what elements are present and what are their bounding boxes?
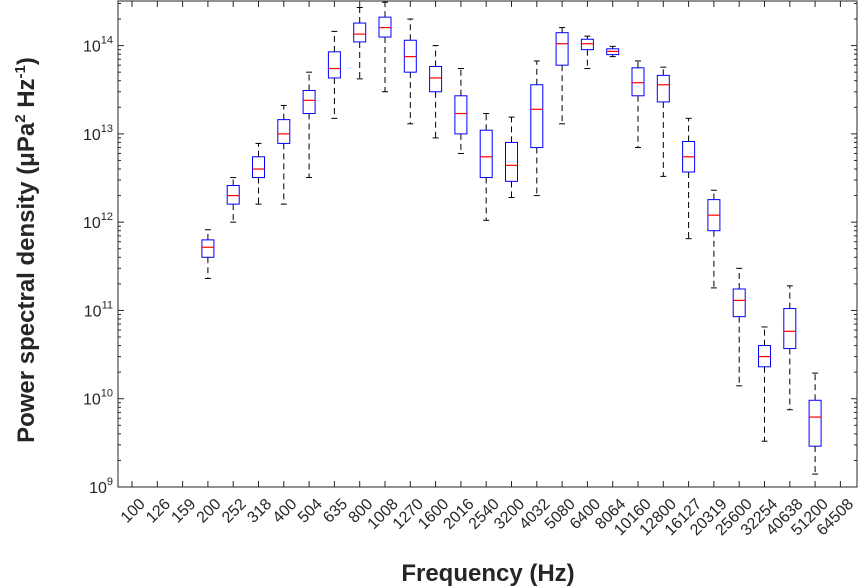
- y-tick-label-exponent: 13: [101, 123, 113, 135]
- box: [555, 32, 569, 66]
- box: [201, 239, 215, 258]
- box: [454, 95, 468, 135]
- x-tick-label: 400: [270, 496, 301, 527]
- y-tick-label-exponent: 12: [101, 211, 113, 223]
- y-tick-label-base: 10: [83, 392, 101, 409]
- y-tick-label-exponent: 9: [107, 476, 113, 488]
- y-tick-label-base: 10: [89, 480, 107, 497]
- y-axis-title-sup1: 2: [12, 114, 29, 122]
- y-tick-label: 1011: [84, 299, 113, 320]
- y-tick-label-base: 10: [83, 39, 101, 56]
- x-tick-label: 100: [118, 496, 149, 527]
- y-tick-label: 1013: [83, 123, 113, 144]
- y-tick-label: 109: [89, 476, 113, 497]
- box: [580, 38, 594, 51]
- y-axis-title: Power spectral density (μPa2 Hz-1): [12, 57, 40, 443]
- y-tick-label-exponent: 11: [102, 299, 113, 311]
- box: [505, 141, 518, 182]
- box: [530, 84, 544, 149]
- box: [479, 129, 493, 179]
- box: [226, 185, 240, 205]
- y-axis-title-end: ): [13, 57, 40, 65]
- box: [429, 65, 443, 93]
- box: [353, 22, 367, 43]
- box: [783, 308, 797, 350]
- y-tick-label-base: 10: [83, 215, 101, 232]
- box: [631, 67, 645, 97]
- x-tick-label: 252: [219, 496, 250, 527]
- x-axis-title: Frequency (Hz): [401, 560, 574, 587]
- box: [732, 288, 746, 318]
- y-tick-label-exponent: 14: [101, 35, 113, 47]
- plot-area: 1091010101110121013101410012615920025231…: [83, 0, 858, 539]
- axes-frame: [117, 0, 858, 488]
- y-tick-label-exponent: 10: [101, 388, 113, 400]
- box: [808, 399, 822, 447]
- y-axis-title-text: Power spectral density (μPa: [13, 122, 40, 443]
- y-tick-label-base: 10: [83, 127, 101, 144]
- box: [302, 89, 316, 115]
- y-tick-label-base: 10: [84, 303, 102, 320]
- y-tick-label: 1012: [83, 211, 113, 232]
- box: [252, 156, 265, 179]
- x-tick-label: 159: [168, 496, 199, 527]
- box: [656, 74, 670, 103]
- box: [327, 51, 341, 79]
- y-tick-label: 1014: [83, 35, 113, 56]
- x-tick-label: 200: [194, 496, 225, 527]
- x-tick-label: 318: [244, 496, 275, 527]
- x-tick-label: 126: [143, 496, 174, 527]
- box: [277, 119, 291, 144]
- y-axis-title-sup2: -1: [12, 65, 29, 78]
- y-axis-title-mid: Hz: [13, 78, 40, 114]
- x-tick-label: 635: [320, 496, 351, 527]
- y-tick-label: 1010: [83, 388, 113, 409]
- svg-text:Power spectral density (μPa2 H: Power spectral density (μPa2 Hz-1): [12, 57, 40, 443]
- x-tick-label: 504: [295, 496, 326, 527]
